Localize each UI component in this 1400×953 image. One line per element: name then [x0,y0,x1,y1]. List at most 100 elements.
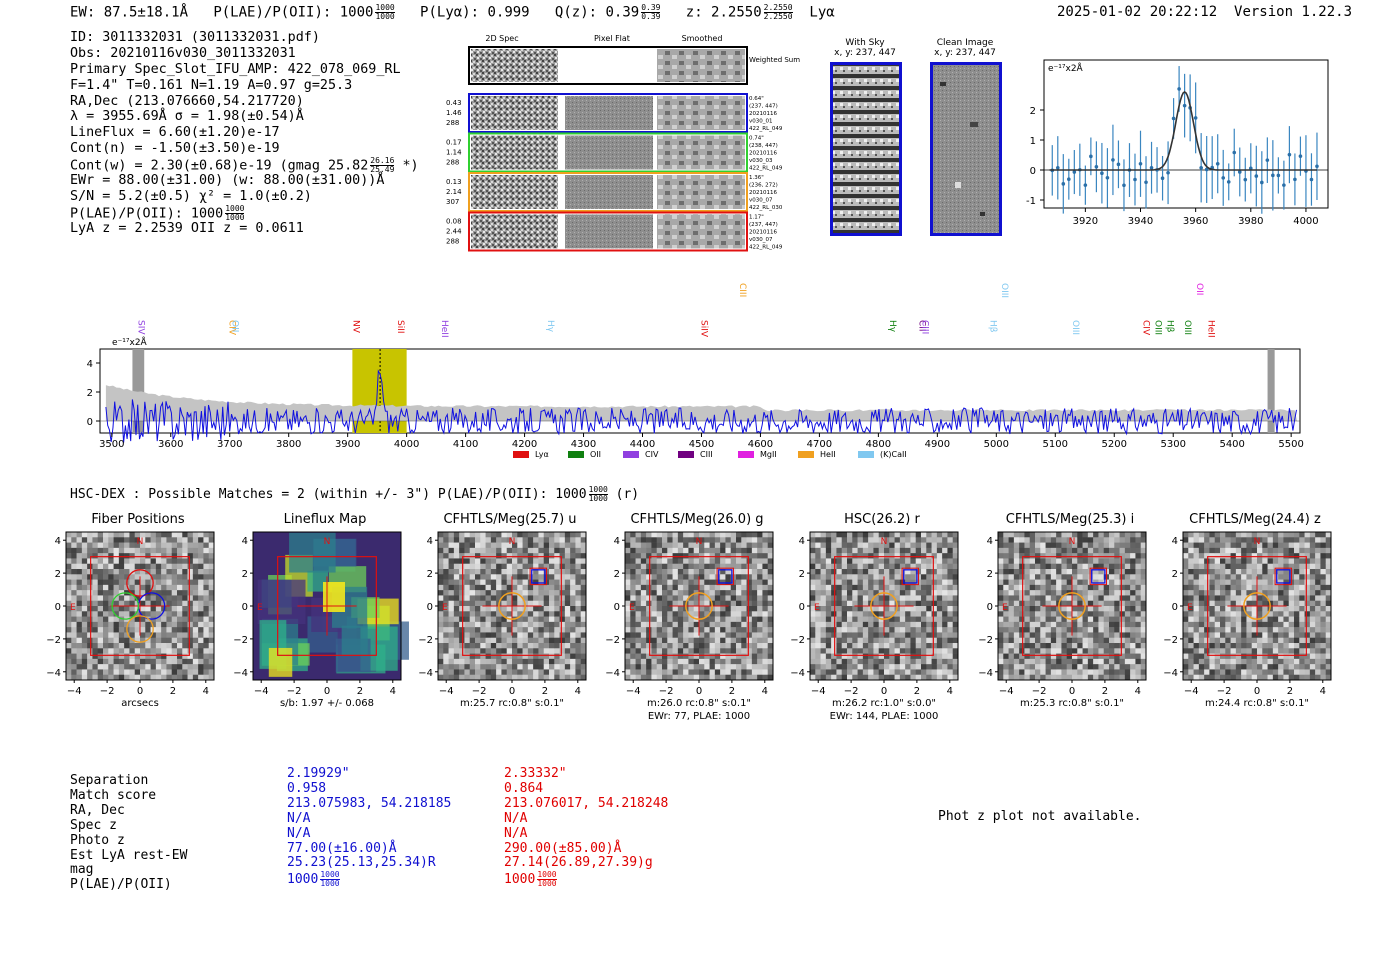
zoom-point [1293,177,1297,182]
header-summary: EW: 87.5±18.1Å P(LAE)/P(OII): 1000 1000 10… [70,4,835,21]
search-box [462,556,562,656]
spectrum-x-tick: 5200 [1102,439,1127,450]
panel-caption: arcsecs [121,698,159,709]
spectrum-x-tick: 4400 [630,439,655,450]
qz-fraction: 0.39 0.39 [641,3,661,21]
panel-y-tick: −2 [418,635,433,646]
info-obs: Obs: 20210116v030_3011332031 [70,45,296,61]
panel-y-tick: 0 [614,602,620,613]
zoom-point [1072,170,1077,174]
panel-image: N E 4 2 0 −2 −4 −4 −2 0 2 4 m:26.0 rc:0.8" s:0.1" EWr… [605,531,774,722]
emission-line-label: CIV [1141,320,1151,336]
panel-y-tick: −4 [46,668,61,679]
spectrum-x-tick: 5400 [1219,439,1244,450]
emission-line-label: CIII [737,283,747,297]
zoom-x-tick: 3960 [1183,216,1208,227]
legend-label: MgII [760,450,777,459]
info-plae: P(LAE)/P(OII): 1000 1000 1000 [70,203,245,222]
panel-y-tick: 2 [799,569,805,580]
panel-x-tick: 0 [509,686,515,697]
cutout-right-value: 20210116 [749,230,777,236]
emission-line-label: Hβ [1164,320,1174,333]
cutout-right-value: 0.64" [749,96,764,102]
z-fraction: 2.2550 2.2550 [763,3,793,21]
masked-band [1267,349,1275,433]
spectrum-x-tick: 4100 [453,439,478,450]
panel-y-tick: −2 [978,635,993,646]
zoom-point [1171,116,1176,121]
legend-swatch [798,451,814,458]
panel-x-tick: 4 [575,686,581,697]
info-lambda: λ = 3955.69Å σ = 1.98(±0.54)Å [70,109,304,125]
north-marker: N [696,537,703,547]
label-plae: P(LAE)/P(OII) [70,877,172,893]
search-box [834,556,934,656]
detection-info: ID: 3011332031 (3011332031.pdf) Obs: 202… [70,30,419,237]
panel-y-tick: −2 [233,635,248,646]
zoom-point [1260,180,1264,185]
zoom-fit-curve [1049,91,1317,171]
cutout-right-value: (237, 447) [749,222,778,228]
legend-swatch [858,451,874,458]
legend-label: OII [590,450,601,459]
zoom-x-tick: 4000 [1293,216,1318,227]
panel-x-tick: −4 [626,686,641,697]
panel-x-tick: −4 [439,686,454,697]
panel-x-tick: 0 [881,686,887,697]
zoom-point [1116,162,1121,167]
panel-x-tick: −2 [1217,686,1232,697]
panel-x-tick: −4 [254,686,269,697]
spectrum-x-tick: 5100 [1043,439,1068,450]
panel-y-tick: −2 [790,635,805,646]
cutout-left-value: 1.46 [446,109,462,117]
panel-y-tick: 4 [55,536,61,547]
search-box [277,556,377,656]
panel-y-tick: −2 [1163,635,1178,646]
weighted-sum-label: Weighted Sum [749,56,800,64]
panel-x-tick: −4 [811,686,826,697]
panel-x-tick: −4 [67,686,82,697]
zoom-y-tick: 0 [1030,166,1036,177]
panel-x-tick: 0 [324,686,330,697]
zoom-point [1315,164,1319,169]
cutout-row: 0.13 2.14 307 1.36" (236, 272)20210116 v030_0… [446,172,783,212]
panel-y-tick: 0 [799,602,805,613]
aperture-circle [1243,592,1271,620]
emission-line-label: OIII [999,283,1009,298]
panel-x-tick: −2 [1032,686,1047,697]
zoom-point [1199,165,1203,170]
spectra-cutouts: 2D Spec Pixel Flat Smoothed Weighted Sum… [446,34,800,252]
panel-y-tick: 2 [242,569,248,580]
panel-x-tick: 0 [696,686,702,697]
cutout-left-value: 288 [446,119,459,127]
panel-y-tick: 2 [614,569,620,580]
cutout-right-value: (236, 272) [749,183,778,189]
cutout-row: 0.08 2.44 288 1.17"(237, 447) 20210116v030_0… [446,211,783,252]
spectrum-x-tick: 5300 [1160,439,1185,450]
plya-value: P(Lyα): 0.999 [420,4,530,21]
panel-x-tick: 2 [729,686,735,697]
legend-label: Lyα [535,450,549,459]
cutout-right-value: v030_07 [749,198,773,204]
cutout-right-value: v030_07 [749,237,773,243]
info-params: F=1.4" T=0.161 N=1.19 A=0.97 g=25.3 [70,77,353,93]
panel-title: CFHTLS/Meg(25.3) i [1005,512,1135,527]
info-lya-z: LyA z = 2.2539 OII z = 0.0611 [70,220,304,236]
emission-line-label: Hγ [887,320,897,333]
panel-y-tick: 4 [427,536,433,547]
east-marker: E [629,603,635,613]
cutout-left-value: 0.13 [446,178,462,186]
info-radec: RA,Dec (213.076660,54.217720) [70,93,304,109]
panel-image: N E 4 2 0 −2 −4 −4 −2 0 2 4 s/b: 1.97 +/- 0.068 [233,531,409,709]
panel-caption: m:25.7 rc:0.8" s:0.1" [460,698,564,709]
spectrum-y-tick: 4 [87,359,93,370]
panel-x-tick: 2 [170,686,176,697]
panel-title: CFHTLS/Meg(25.7) u [443,512,577,527]
emission-line-label: CIV [227,320,237,336]
panel-y-tick: 0 [242,602,248,613]
spectrum-line [105,369,1297,443]
zoom-point [1193,116,1198,120]
panel-image: N E 4 2 0 −2 −4 −4 −2 0 2 4 m:25.7 rc:0.8" s:0.1" [418,531,587,709]
cutout-right-value: v030_01 [749,119,773,125]
panel-x-tick: 2 [542,686,548,697]
